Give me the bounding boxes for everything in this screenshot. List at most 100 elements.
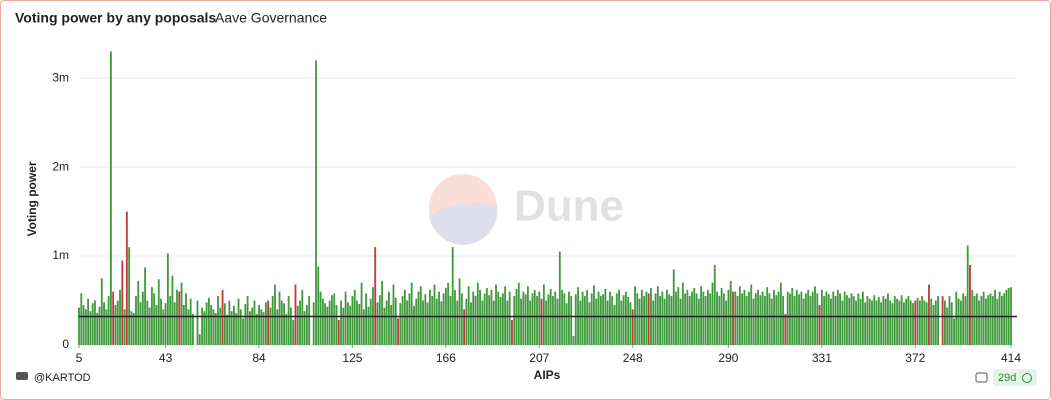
bar [479,289,481,345]
bar [294,284,297,345]
bar [324,303,327,345]
bar [135,296,137,345]
watermark-logo-part [429,203,498,245]
bar [228,300,231,345]
bar [722,293,725,345]
bar [192,313,194,345]
bar [809,296,812,345]
bar [1003,293,1006,345]
bar [433,284,436,345]
bar [909,300,912,345]
bar [702,291,705,345]
bar [841,300,844,345]
bar [239,309,242,345]
bar [542,284,545,345]
bar [957,298,960,345]
bar [435,298,438,345]
bar [568,291,570,345]
bar [540,298,543,345]
bar [732,291,734,345]
bar [78,307,80,345]
bar [148,307,151,345]
bar [964,296,967,345]
bar [501,293,504,345]
bar [219,307,222,345]
bar [91,303,94,345]
bar [176,289,178,345]
bar [340,300,342,345]
bar [356,300,358,345]
bar [253,300,256,345]
bar [925,302,928,345]
bar [353,289,356,345]
bar [930,298,933,345]
bar [590,293,593,345]
camera-icon[interactable] [975,372,988,383]
bar [344,291,347,345]
bar [563,293,566,345]
x-tick-label: 248 [623,351,643,365]
bar [606,300,609,345]
bar [834,296,837,345]
bar [998,291,1001,345]
bar [898,300,901,345]
bar [173,302,176,345]
bar [499,296,502,345]
author[interactable]: @KARTOD [34,372,91,384]
x-tick-label: 414 [1001,351,1021,365]
bar [884,298,887,345]
bar [795,289,798,345]
bar [561,289,564,345]
bar [975,293,978,345]
bar [761,291,764,345]
bar [424,294,427,345]
bar [162,309,165,345]
bar [470,302,472,345]
bar [727,289,730,345]
bar [900,295,903,345]
bar [914,300,917,345]
bar [777,291,780,345]
bar [497,291,500,345]
bar [381,280,383,345]
bar [583,296,586,345]
bar [866,296,869,345]
bar [978,300,981,345]
x-tick-label: 372 [905,351,925,365]
bar [342,307,345,345]
bar [328,300,331,345]
bar [629,302,632,345]
bar [734,291,737,345]
bar [896,298,898,345]
bar [729,280,732,345]
bar [456,300,459,345]
bar [864,302,867,345]
bar [718,296,721,345]
bar [923,300,926,345]
bar [738,286,741,345]
bar [103,302,105,345]
bar [725,300,728,345]
bar [201,307,203,345]
bar [369,298,372,345]
bar [989,293,992,345]
bar [481,300,484,345]
bar [413,305,415,345]
bar [800,291,803,345]
bar [905,298,908,345]
bar [836,289,839,345]
bar [880,302,883,345]
bar [180,282,183,345]
bar [460,293,463,345]
bar [565,303,568,345]
bar [235,312,238,345]
y-tick-label: 3m [52,70,69,84]
bar [410,282,413,345]
bar [1005,289,1008,345]
bar [504,286,507,345]
bar [141,291,144,345]
bar [246,296,249,345]
bar [492,300,495,345]
chart-title: Voting power by any poposals [15,10,216,26]
